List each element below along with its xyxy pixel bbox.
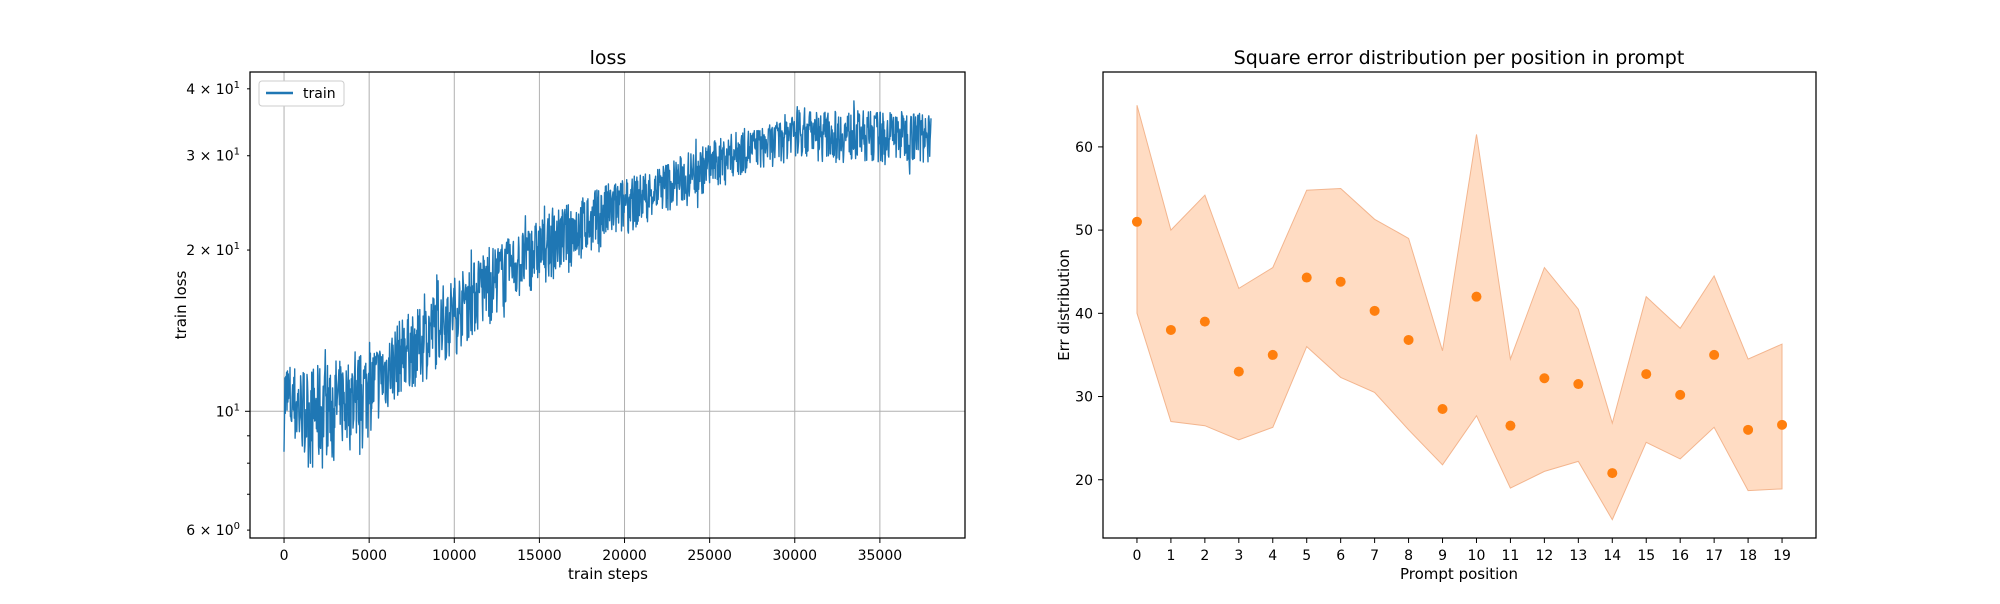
loss-y-tick-label: 3 × 101 [186,147,240,165]
loss-y-ticks: 6 × 100 101 2 × 101 3 × 101 4 × 101 [186,80,250,539]
loss-x-tick-label: 20000 [602,548,647,564]
loss-x-tick-label: 0 [280,548,289,564]
error-y-tick-label: 40 [1075,306,1093,322]
error-x-tick-label: 19 [1773,548,1791,564]
error-point [1471,291,1482,302]
loss-x-tick-label: 5000 [351,548,387,564]
error-x-tick-label: 4 [1268,548,1277,564]
loss-chart: loss 0 5000 10000 15000 20000 25000 30000 35000… [172,47,966,583]
error-point [1199,316,1210,327]
loss-chart-title: loss [590,47,627,69]
loss-x-axis-label: train steps [568,565,648,583]
error-chart-title: Square error distribution per position i… [1234,47,1685,69]
loss-plot-frame [249,71,966,539]
error-x-ticks: 0 1 2 3 4 5 6 7 8 9 10 11 12 13 14 15 16 17 18 19 [1132,538,1791,564]
error-point [1573,379,1584,390]
error-point [1641,369,1652,380]
error-point [1131,216,1142,227]
error-x-tick-label: 13 [1569,548,1587,564]
error-point [1165,324,1176,335]
error-point [1437,404,1448,415]
error-point [1505,420,1516,431]
loss-x-tick-label: 25000 [687,548,732,564]
error-x-tick-label: 7 [1370,548,1379,564]
error-y-ticks: 20 30 40 50 60 [1075,140,1103,489]
error-plot-frame [1102,71,1817,539]
error-x-tick-label: 14 [1603,548,1621,564]
error-x-tick-label: 16 [1671,548,1689,564]
loss-train-series [283,100,932,469]
error-band [1136,105,1783,521]
error-point [1675,389,1686,400]
error-point [1777,419,1788,430]
error-x-tick-label: 12 [1535,548,1553,564]
error-point [1233,366,1244,377]
loss-y-tick-label: 4 × 101 [186,80,240,98]
loss-x-tick-label: 35000 [858,548,903,564]
error-point [1335,276,1346,287]
error-point [1369,305,1380,316]
error-point [1301,272,1312,283]
error-y-tick-label: 30 [1075,390,1093,406]
error-y-axis-label: Err distribution [1055,249,1073,361]
error-x-tick-label: 1 [1166,548,1175,564]
error-x-tick-label: 8 [1404,548,1413,564]
error-x-axis-label: Prompt position [1400,565,1518,583]
error-x-tick-label: 5 [1302,548,1311,564]
error-point [1743,424,1754,435]
error-x-tick-label: 18 [1739,548,1757,564]
error-y-tick-label: 60 [1075,140,1093,156]
error-x-tick-label: 9 [1438,548,1447,564]
error-x-tick-label: 15 [1637,548,1655,564]
error-y-tick-label: 20 [1075,473,1093,489]
loss-legend: train [258,80,345,107]
loss-y-tick-label: 6 × 100 [186,521,240,539]
error-band-area [1136,105,1783,521]
error-point [1267,349,1278,360]
loss-y-tick-label: 101 [216,402,240,420]
legend-box [258,80,345,107]
legend-train-label: train [303,86,336,102]
error-chart: Square error distribution per position i… [1055,47,1817,583]
loss-x-ticks: 0 5000 10000 15000 20000 25000 30000 35000 [280,538,903,564]
loss-x-tick-label: 10000 [432,548,477,564]
loss-y-tick-label: 2 × 101 [186,241,240,259]
train-line [283,100,932,469]
error-point [1403,334,1414,345]
error-x-tick-label: 2 [1200,548,1209,564]
error-y-tick-label: 50 [1075,223,1093,239]
error-points [1131,216,1788,479]
error-point [1539,373,1550,384]
error-x-tick-label: 17 [1705,548,1723,564]
loss-x-tick-label: 15000 [517,548,562,564]
error-point [1607,468,1618,479]
error-x-tick-label: 10 [1468,548,1486,564]
loss-y-axis-label: train loss [172,270,190,339]
error-x-tick-label: 11 [1502,548,1520,564]
error-x-tick-label: 0 [1132,548,1141,564]
loss-x-tick-label: 30000 [772,548,817,564]
error-x-tick-label: 6 [1336,548,1345,564]
error-x-tick-label: 3 [1234,548,1243,564]
error-point [1709,349,1720,360]
